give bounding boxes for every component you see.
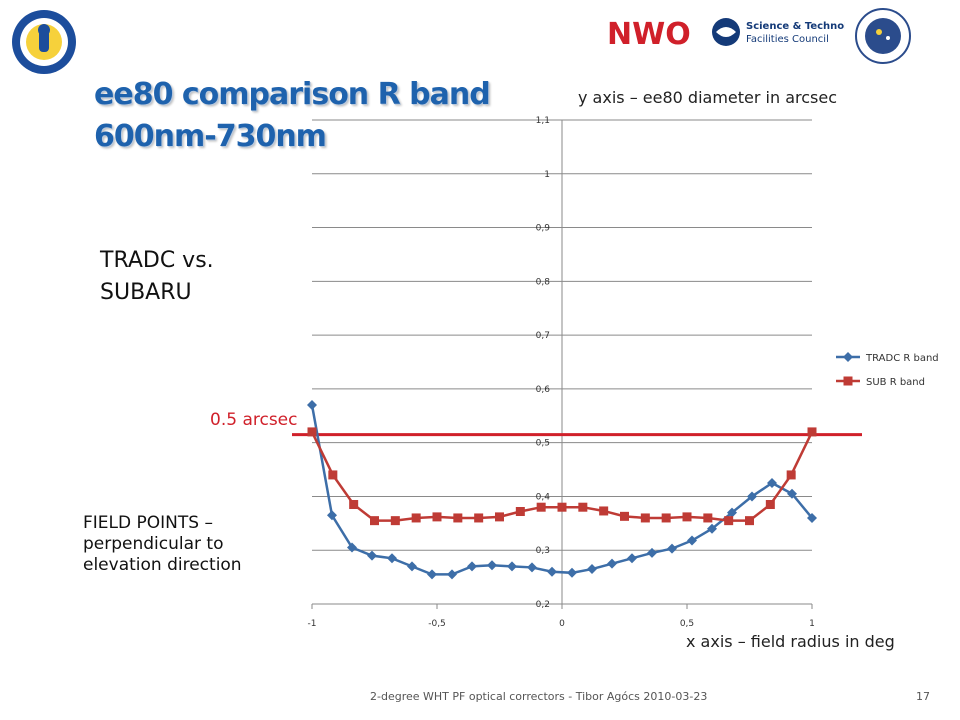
svg-text:Science & Technology: Science & Technology — [746, 21, 845, 32]
x-tick-label: 0 — [559, 619, 565, 629]
slide-title: ee80 comparison R band 600nm-730nm — [94, 77, 491, 154]
data-point — [707, 523, 717, 534]
data-point — [432, 512, 442, 522]
data-point — [474, 513, 484, 523]
data-point — [307, 427, 317, 437]
y-axis-note: y axis – ee80 diameter in arcsec — [578, 88, 838, 107]
data-point — [682, 512, 692, 522]
chart-axes: 0,2 0,3 0,4 0,5 0,6 0,7 0,8 0,9 1 1,1 -1 -0,5 0 0,5 1 — [308, 116, 815, 629]
data-point — [767, 478, 777, 488]
data-point — [620, 511, 629, 521]
legend-label: TRADC R band — [865, 353, 939, 364]
y-tick-label: 0,8 — [536, 277, 551, 287]
data-point — [786, 470, 796, 480]
x-tick-label: -0,5 — [428, 619, 446, 629]
chart-series — [292, 400, 862, 580]
data-point — [745, 516, 754, 526]
legend-label: SUB R band — [866, 377, 925, 388]
x-tick-label: -1 — [308, 619, 317, 629]
y-tick-label: 0,7 — [536, 331, 550, 341]
y-tick-label: 0,3 — [536, 546, 550, 556]
data-point — [667, 543, 677, 554]
y-tick-label: 0,6 — [536, 385, 551, 395]
ing-logo — [12, 10, 76, 74]
y-tick-label: 0,4 — [536, 492, 551, 502]
data-point — [328, 470, 338, 480]
y-tick-label: 0,2 — [536, 600, 550, 610]
legend-marker — [843, 352, 853, 362]
data-point — [495, 512, 504, 522]
data-point — [427, 569, 437, 580]
y-tick-label: 1,1 — [536, 116, 550, 126]
data-point — [587, 564, 597, 575]
data-point — [647, 547, 657, 558]
data-point — [487, 560, 497, 571]
stfc-logo: Science & Technology Facilities Council — [712, 18, 845, 46]
y-tick-label: 0,5 — [536, 439, 550, 449]
data-point — [640, 513, 650, 523]
data-point — [557, 502, 567, 512]
data-point — [467, 561, 477, 572]
y-tick-label: 0,9 — [536, 224, 551, 234]
data-point — [390, 516, 400, 526]
data-point — [627, 553, 637, 564]
comparison-subtitle: TRADC vs. SUBARU — [100, 248, 214, 305]
data-point — [515, 507, 525, 517]
data-point — [447, 569, 457, 580]
data-point — [349, 500, 359, 510]
data-point — [727, 507, 737, 518]
data-point — [387, 553, 397, 564]
data-point — [567, 567, 577, 578]
y-tick-label: 1 — [544, 170, 550, 180]
data-point — [370, 516, 379, 526]
data-point — [453, 513, 463, 523]
data-point — [607, 558, 617, 569]
data-point — [724, 516, 734, 526]
data-point — [547, 566, 557, 577]
page-number: 17 — [916, 690, 930, 703]
x-tick-label: 1 — [809, 619, 815, 629]
svg-text:Facilities Council: Facilities Council — [746, 34, 829, 45]
data-point — [747, 491, 757, 502]
data-point — [307, 400, 317, 411]
data-point — [687, 535, 697, 546]
data-point — [765, 500, 775, 510]
data-point — [661, 513, 671, 523]
data-point — [599, 506, 609, 516]
nwo-logo: NWO — [607, 17, 691, 50]
slide-footer: 2-degree WHT PF optical correctors - Tib… — [370, 690, 708, 703]
nwo-logo-text: NWO — [607, 17, 691, 50]
data-point — [536, 502, 546, 512]
iac-logo — [855, 8, 911, 64]
legend-marker — [843, 376, 853, 386]
x-axis-note: x axis – field radius in deg — [686, 632, 895, 651]
x-tick-label: 0,5 — [680, 619, 694, 629]
data-point — [527, 562, 537, 573]
reference-label: 0.5 arcsec — [210, 410, 298, 430]
chart-legend: TRADC R band SUB R band — [836, 352, 939, 388]
data-point — [703, 513, 713, 523]
data-point — [327, 510, 337, 521]
data-point — [407, 561, 417, 572]
data-point — [411, 513, 421, 523]
data-point — [787, 488, 797, 499]
data-point — [507, 561, 517, 572]
data-point — [578, 502, 588, 512]
data-point — [807, 512, 817, 523]
field-points-note: FIELD POINTS – perpendicular to elevatio… — [83, 513, 242, 575]
data-point — [807, 427, 817, 437]
data-point — [367, 550, 377, 561]
data-point — [347, 542, 357, 553]
